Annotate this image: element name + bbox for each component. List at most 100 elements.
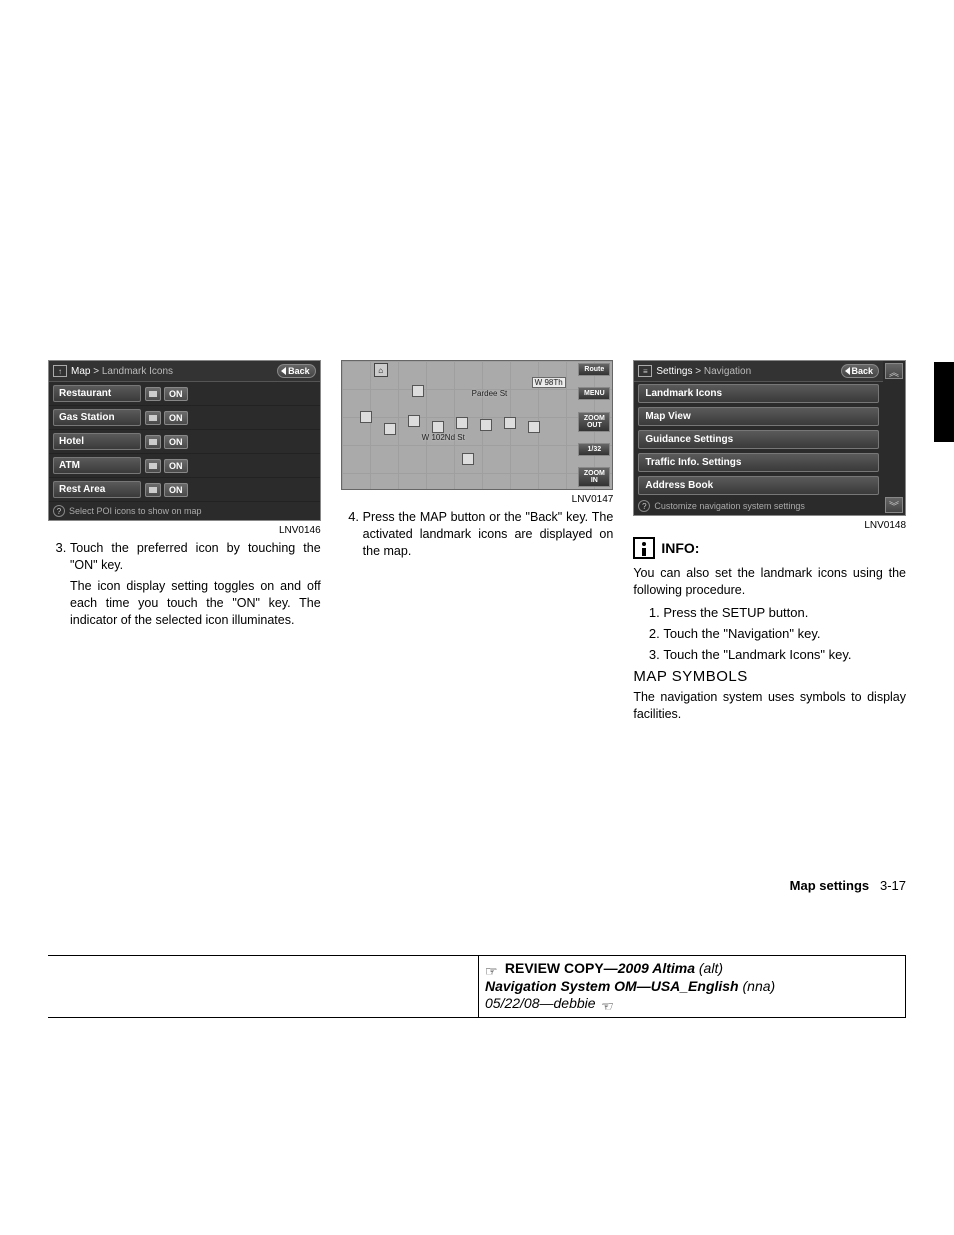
back-arrow-icon	[281, 367, 286, 375]
crumb-root: Settings	[656, 366, 692, 377]
poi-label[interactable]: Hotel	[53, 433, 141, 450]
poi-icon	[528, 421, 540, 433]
back-arrow-icon	[845, 367, 850, 375]
nav-item-button[interactable]: Address Book	[638, 476, 879, 495]
page-footer: Map settings 3-17	[790, 878, 906, 893]
footer-label: Map settings	[790, 878, 869, 893]
poi-row: ATM ON	[49, 454, 320, 478]
back-label: Back	[288, 366, 310, 376]
nav-row: Address Book	[634, 474, 883, 497]
poi-icon	[462, 453, 474, 465]
screenshot-map: ⌂ Pardee St W 102Nd St W 98Th RouteMENUZ	[341, 360, 614, 490]
col2-steps: Press the MAP button or the "Back" key. …	[341, 509, 614, 560]
figure-id-3: LNV0148	[633, 520, 906, 531]
step-3: Touch the preferred icon by touching the…	[70, 540, 321, 628]
ss3-scroll: ︽ ︾	[883, 361, 905, 515]
nav-item-button[interactable]: Traffic Info. Settings	[638, 453, 879, 472]
review-line-1: ☞ REVIEW COPY—2009 Altima (alt)	[485, 960, 899, 978]
map-street-1: Pardee St	[472, 389, 508, 398]
poi-indicator-icon	[145, 435, 161, 449]
pointer-icon: ☜	[599, 998, 615, 1010]
column-1: ↑ Map > Landmark Icons Back Restaurant ON…	[48, 360, 321, 723]
map-side-button[interactable]: 1/32	[578, 443, 610, 456]
poi-rows: RestaurantONGas StationONHotelONATMONRes…	[49, 382, 320, 502]
poi-row: Rest Area ON	[49, 478, 320, 502]
crumb-leaf: Navigation	[704, 366, 751, 377]
step3-text-b: The icon display setting toggles on and …	[70, 578, 321, 629]
map-side-button[interactable]: ZOOM IN	[578, 467, 610, 487]
review-nna: (nna)	[743, 978, 776, 994]
review-alt: (alt)	[699, 960, 723, 976]
step3-text-a: Touch the preferred icon by touching the…	[70, 540, 321, 574]
poi-row: Restaurant ON	[49, 382, 320, 406]
poi-row: Gas Station ON	[49, 406, 320, 430]
on-toggle-button[interactable]: ON	[164, 483, 188, 497]
poi-indicator-icon	[145, 411, 161, 425]
crumb-sep: >	[93, 366, 102, 377]
info-icon	[633, 537, 655, 559]
screenshot1-hint: ? Select POI icons to show on map	[49, 502, 320, 520]
on-toggle-button[interactable]: ON	[164, 435, 188, 449]
section-text: The navigation system uses symbols to di…	[633, 689, 906, 723]
nav-item-button[interactable]: Guidance Settings	[638, 430, 879, 449]
hint-text: Customize navigation system settings	[654, 501, 805, 511]
on-toggle-button[interactable]: ON	[164, 411, 188, 425]
crumb-sep: >	[695, 366, 704, 377]
screenshot3-hint: ? Customize navigation system settings	[634, 497, 883, 515]
poi-label[interactable]: Rest Area	[53, 481, 141, 498]
back-button[interactable]: Back	[277, 364, 316, 378]
poi-row: Hotel ON	[49, 430, 320, 454]
poi-label[interactable]: Restaurant	[53, 385, 141, 402]
pointer-icon: ☞	[485, 963, 501, 975]
map-street-2: W 102Nd St	[422, 433, 465, 442]
poi-indicator-icon	[145, 483, 161, 497]
figure-id-1: LNV0146	[48, 525, 321, 536]
crumb-root: Map	[71, 366, 90, 377]
hint-text: Select POI icons to show on map	[69, 506, 202, 516]
procedure-step: Touch the "Navigation" key.	[663, 626, 906, 641]
nav-rows: Landmark Icons Map View Guidance Settings T…	[634, 382, 883, 497]
nav-row: Map View	[634, 405, 883, 428]
menu-icon: ≡	[638, 365, 652, 377]
procedure-step: Touch the "Landmark Icons" key.	[663, 647, 906, 662]
poi-icon	[504, 417, 516, 429]
column-2: ⌂ Pardee St W 102Nd St W 98Th RouteMENUZ	[341, 360, 614, 723]
info-text: You can also set the landmark icons usin…	[633, 565, 906, 599]
hint-icon: ?	[638, 500, 650, 512]
review-copy-box: ☞ REVIEW COPY—2009 Altima (alt) Navigati…	[48, 955, 906, 1018]
breadcrumb: Map > Landmark Icons	[71, 366, 277, 377]
nav-item-button[interactable]: Landmark Icons	[638, 384, 879, 403]
up-arrow-icon: ↑	[53, 365, 67, 377]
poi-icon	[480, 419, 492, 431]
hint-icon: ?	[53, 505, 65, 517]
thumb-tab	[934, 362, 954, 442]
map-heading-label: W 98Th	[532, 377, 566, 388]
footer-page: 3-17	[880, 878, 906, 893]
on-toggle-button[interactable]: ON	[164, 459, 188, 473]
step4-text: Press the MAP button or the "Back" key. …	[363, 509, 614, 560]
scroll-up-icon[interactable]: ︽	[885, 363, 903, 379]
screenshot-settings-nav: ≡ Settings > Navigation Back Landmark Ic…	[633, 360, 906, 516]
screenshot3-header: ≡ Settings > Navigation Back	[634, 361, 883, 382]
on-toggle-button[interactable]: ON	[164, 387, 188, 401]
figure-id-2: LNV0147	[341, 494, 614, 505]
map-side-buttons: Route MENU ZOOM OUT 1/32 ZOOM IN	[578, 363, 610, 487]
poi-label[interactable]: ATM	[53, 457, 141, 474]
info-box: INFO:	[633, 537, 906, 559]
poi-icon	[412, 385, 424, 397]
poi-icon	[360, 411, 372, 423]
ss3-left: ≡ Settings > Navigation Back Landmark Ic…	[634, 361, 883, 515]
step-4: Press the MAP button or the "Back" key. …	[363, 509, 614, 560]
review-model: 2009 Altima	[618, 960, 695, 976]
map-side-button[interactable]: Route	[578, 363, 610, 376]
nav-row: Traffic Info. Settings	[634, 451, 883, 474]
poi-label[interactable]: Gas Station	[53, 409, 141, 426]
nav-item-button[interactable]: Map View	[638, 407, 879, 426]
poi-icon	[384, 423, 396, 435]
nav-row: Guidance Settings	[634, 428, 883, 451]
map-side-button[interactable]: ZOOM OUT	[578, 412, 610, 432]
scroll-down-icon[interactable]: ︾	[885, 497, 903, 513]
crumb-leaf: Landmark Icons	[102, 366, 173, 377]
back-button[interactable]: Back	[841, 364, 880, 378]
map-side-button[interactable]: MENU	[578, 387, 610, 400]
